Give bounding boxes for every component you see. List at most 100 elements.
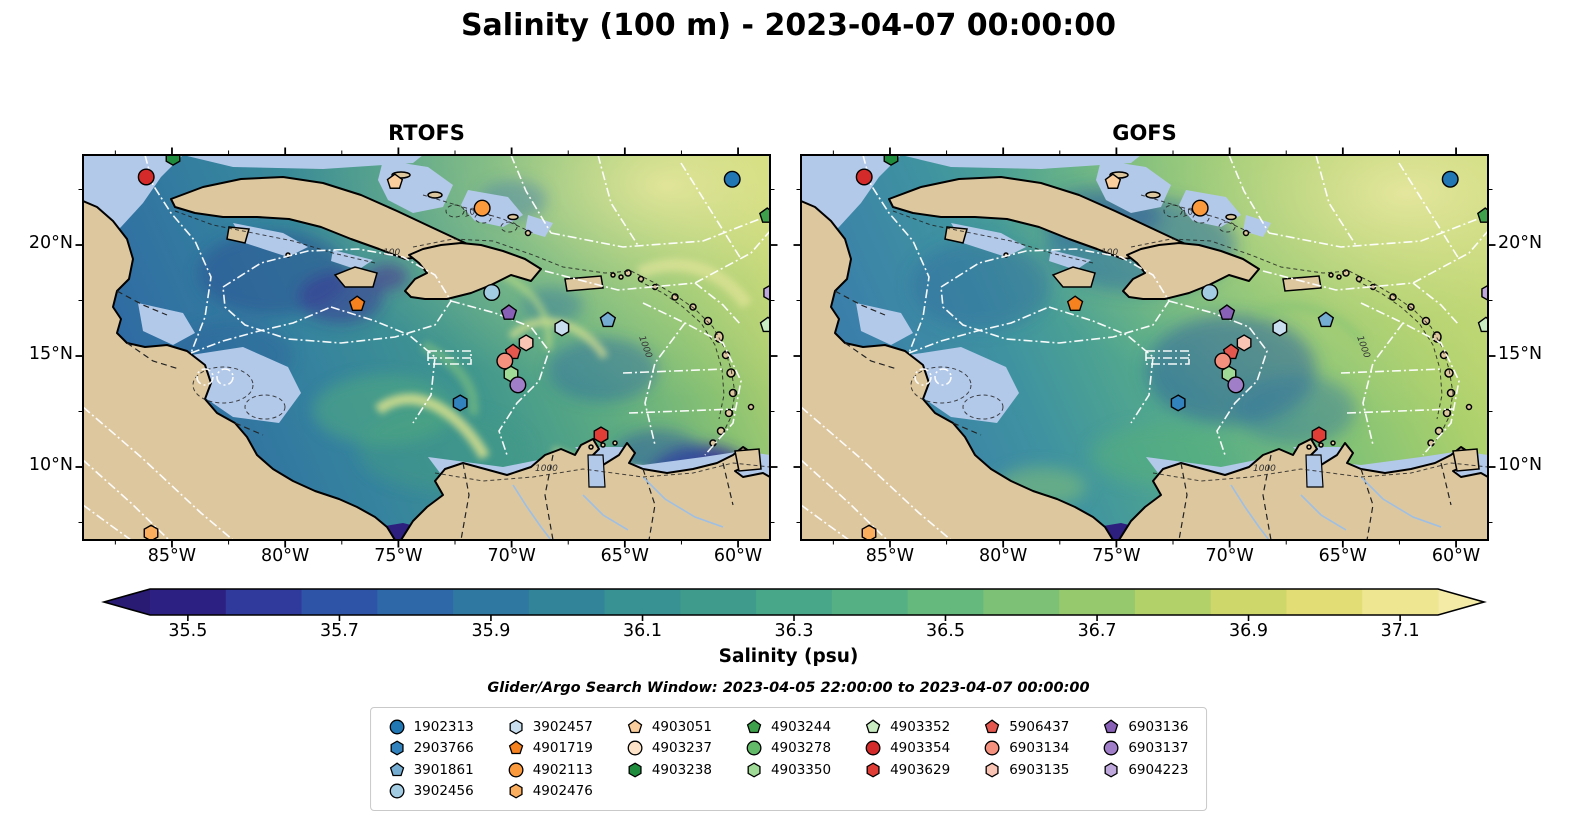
legend-marker-hexagon-icon: [985, 762, 999, 778]
platform-marker-6904223: [763, 284, 770, 302]
platform-marker-3902457: [1272, 319, 1288, 337]
gofs-axis-ticks: [793, 147, 1496, 548]
legend-label: 3902456: [413, 783, 474, 800]
legend-marker-hexagon-icon: [1104, 762, 1118, 778]
colorbar-tick-37.1: 37.1: [1380, 621, 1420, 641]
legend-entry-4903051: 4903051: [627, 719, 712, 735]
rtofs-axis-ticks: [75, 147, 778, 548]
colorbar-tick-36.7: 36.7: [1077, 621, 1117, 641]
legend-marker-pentagon-icon: [865, 719, 881, 733]
legend-marker-pentagon-icon: [389, 762, 404, 776]
platform-marker-6903134: [1214, 352, 1232, 370]
legend-label: 5906437: [1009, 718, 1070, 735]
x-tick-label-rtofs-2: 75°W: [374, 546, 423, 566]
legend-entry-3901861: 3901861: [389, 762, 474, 778]
legend-entry-6903134: 6903134: [984, 740, 1069, 756]
colorbar-tick-36.1: 36.1: [623, 621, 662, 641]
platform-marker-6904223: [1481, 284, 1488, 302]
legend-entry-4903238: 4903238: [627, 762, 712, 778]
legend-label: 4903244: [770, 718, 832, 735]
x-tick-label-gofs-2: 75°W: [1092, 546, 1141, 566]
x-tick-label-gofs-4: 65°W: [1318, 546, 1367, 566]
legend-label: 4903238: [651, 761, 712, 778]
panel-title-rtofs: RTOFS: [388, 121, 465, 145]
legend-entry-4903278: 4903278: [746, 740, 831, 756]
platform-marker-4903238: [165, 155, 181, 166]
platform-marker-4902113: [1191, 199, 1209, 217]
legend-marker-hexagon-icon: [390, 740, 404, 756]
legend-entry-6904223: 6904223: [1103, 762, 1188, 778]
platform-marker-4903238: [883, 155, 899, 166]
platform-marker-4903051: [386, 173, 404, 189]
x-tick-label-rtofs-0: 85°W: [147, 546, 197, 566]
platform-legend: 1902313 2903766 3901861 3902456 3902457 49017…: [369, 707, 1208, 811]
colorbar-tick-35.9: 35.9: [471, 621, 511, 641]
platform-marker-1902313: [1441, 170, 1459, 188]
legend-label: 4901719: [532, 740, 593, 757]
x-tick-label-gofs-1: 80°W: [979, 546, 1028, 566]
colorbar-tick-35.7: 35.7: [319, 621, 359, 641]
platform-marker-3902456: [1201, 283, 1219, 301]
platform-marker-4903352: [1477, 316, 1488, 333]
legend-entry-6903135: 6903135: [984, 762, 1069, 778]
y-tick-label-right-0: 20°N: [1498, 233, 1543, 253]
legend-entry-6903137: 6903137: [1103, 740, 1188, 756]
platform-marker-6903134: [496, 352, 514, 370]
legend-entry-4902476: 4902476: [508, 783, 593, 799]
rtofs-frame: [82, 154, 771, 541]
legend-marker-pentagon-icon: [984, 719, 1000, 733]
platform-marker-4901719: [348, 295, 366, 312]
rtofs-map: [75, 147, 778, 548]
legend-marker-circle-icon: [984, 740, 1000, 756]
legend-marker-pentagon-icon: [508, 740, 523, 755]
y-tick-label-left-0: 20°N: [28, 233, 73, 253]
colorbar-tick-36.5: 36.5: [925, 621, 965, 641]
legend-label: 1902313: [413, 718, 474, 735]
platform-marker-4903354: [137, 168, 155, 186]
legend-marker-circle-icon: [627, 740, 643, 756]
x-tick-label-rtofs-5: 60°W: [713, 546, 763, 566]
legend-entry-5906437: 5906437: [984, 719, 1069, 735]
legend-marker-circle-icon: [389, 719, 405, 735]
platform-marker-4903244: [759, 207, 770, 223]
legend-marker-pentagon-icon: [627, 719, 643, 733]
panel-title-gofs: GOFS: [1112, 121, 1177, 145]
rtofs-platform-markers: [137, 155, 770, 540]
legend-marker-pentagon-icon: [1104, 719, 1119, 733]
legend-label: 6903134: [1009, 740, 1070, 757]
legend-marker-hexagon-icon: [509, 783, 523, 799]
colorbar-tick-35.5: 35.5: [168, 621, 208, 641]
legend-label: 6904223: [1128, 761, 1189, 778]
x-tick-label-rtofs-1: 80°W: [261, 546, 310, 566]
platform-marker-4903051: [1104, 173, 1122, 189]
x-tick-label-gofs-3: 70°W: [1205, 546, 1254, 566]
legend-label: 4903354: [890, 740, 951, 757]
legend-entry-4903352: 4903352: [865, 719, 950, 735]
legend-label: 4903352: [890, 718, 951, 735]
legend-label: 4902113: [532, 761, 593, 778]
legend-label: 4902476: [532, 783, 593, 800]
platform-marker-4903354: [855, 168, 873, 186]
legend-entry-4903237: 4903237: [627, 740, 712, 756]
platform-marker-3902457: [554, 319, 570, 337]
platform-marker-3902456: [483, 283, 501, 301]
legend-marker-pentagon-icon: [746, 719, 762, 733]
legend-label: 3901861: [413, 761, 474, 778]
legend-entry-4902113: 4902113: [508, 762, 593, 778]
platform-marker-2903766: [1170, 394, 1186, 412]
legend-entry-3902456: 3902456: [389, 783, 474, 799]
legend-label: 6903136: [1128, 718, 1189, 735]
legend-marker-circle-icon: [865, 740, 881, 756]
platform-marker-2903766: [452, 394, 468, 412]
platform-marker-4902476: [143, 524, 159, 540]
platform-marker-3901861: [1317, 311, 1335, 328]
colorbar-canvas: [101, 588, 1487, 621]
y-tick-label-right-2: 10°N: [1498, 455, 1543, 475]
legend-marker-hexagon-icon: [509, 719, 523, 735]
y-tick-label-left-2: 10°N: [28, 455, 73, 475]
platform-marker-6903135: [1236, 334, 1252, 352]
colorbar-label: Salinity (psu): [718, 646, 859, 667]
x-tick-label-gofs-0: 85°W: [865, 546, 915, 566]
legend-entry-3902457: 3902457: [508, 719, 593, 735]
x-tick-label-rtofs-4: 65°W: [600, 546, 649, 566]
